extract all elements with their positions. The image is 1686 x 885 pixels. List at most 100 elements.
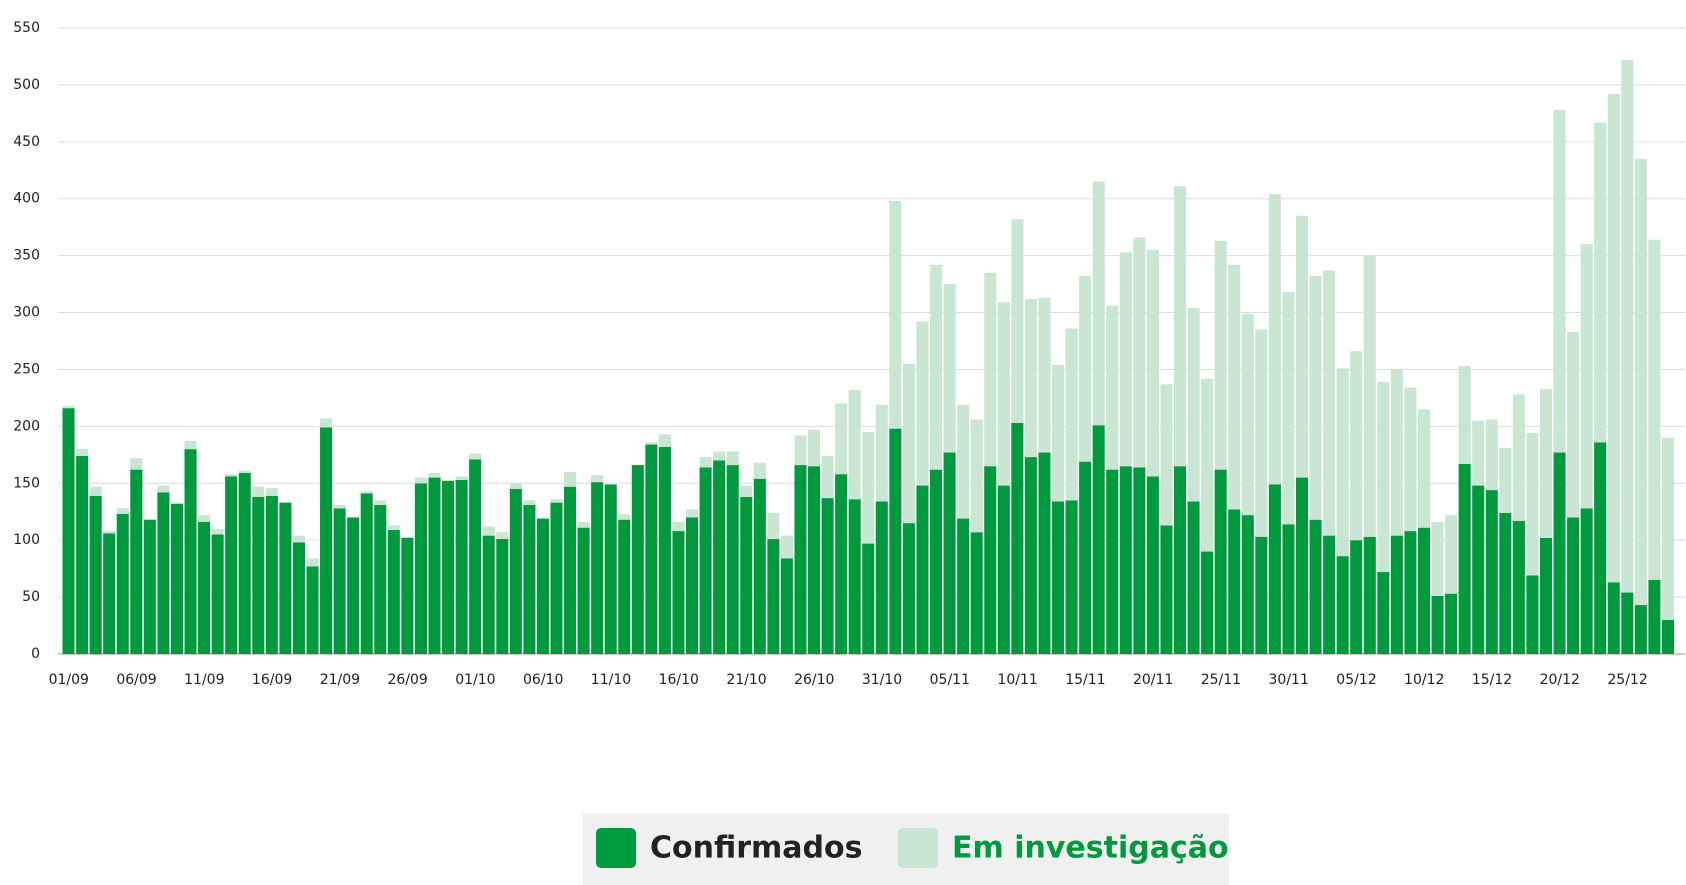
bar-segment (1621, 592, 1634, 654)
bar-segment (76, 455, 89, 654)
bar-segment (211, 528, 224, 535)
x-tick-label: 26/10 (794, 672, 834, 688)
bar-segment (116, 514, 129, 654)
bar-segment (550, 499, 563, 503)
bar-segment (1404, 387, 1417, 532)
bar-segment (143, 519, 156, 654)
bar-segment (957, 518, 970, 654)
bar-segment (1539, 537, 1553, 654)
bar-segment (672, 531, 685, 654)
bar-segment (1092, 425, 1105, 654)
x-tick-label: 15/11 (1065, 672, 1105, 688)
bar-segment (1133, 467, 1146, 654)
bar-segment (550, 502, 563, 654)
bar-segment (157, 485, 170, 493)
bar-segment (347, 517, 360, 654)
bar-segment (509, 488, 522, 654)
bar-segment (658, 434, 671, 447)
bar-segment (238, 470, 251, 474)
bar-segment (1065, 500, 1078, 654)
bar-segment (103, 531, 116, 534)
bar-segment (1133, 237, 1146, 468)
bar-segment (225, 474, 238, 477)
bar-segment (564, 471, 577, 487)
x-tick-label: 06/10 (523, 672, 563, 688)
bar-segment (442, 480, 455, 654)
bar-segment (1268, 484, 1281, 654)
bar-segment (1051, 364, 1065, 502)
bar-segment (1377, 381, 1390, 573)
bar-segment (1526, 575, 1539, 654)
bar-segment (794, 435, 807, 466)
bar-segment (1119, 252, 1132, 467)
bar-segment (1038, 452, 1051, 654)
bar-segment (374, 500, 387, 505)
bar-segment (1567, 517, 1580, 654)
bar-segment (1201, 551, 1214, 654)
bar-segment (835, 474, 848, 654)
bar-segment (320, 427, 333, 654)
bar-segment (1228, 509, 1241, 654)
bar-segment (320, 418, 333, 428)
bar-segment (387, 529, 400, 654)
y-tick-label: 550 (13, 20, 40, 36)
bar-segment (1607, 94, 1620, 583)
bar-segment (1038, 297, 1051, 453)
x-tick-label: 25/12 (1607, 672, 1647, 688)
bar-segment (943, 452, 956, 654)
bar-segment (1187, 307, 1200, 502)
bar-segment (1187, 501, 1200, 654)
bar-segment (686, 517, 699, 654)
bar-segment (374, 504, 387, 654)
bar-segment (1390, 369, 1403, 536)
bar-segment (1661, 437, 1674, 620)
bar-segment (1417, 527, 1431, 654)
bar-segment (103, 533, 116, 654)
bar-segment (1377, 572, 1390, 654)
bar-segment (1051, 501, 1065, 654)
bar-segment (753, 462, 766, 479)
bar-segment (1499, 512, 1512, 654)
bar-segment (509, 483, 522, 489)
bar-segment (1011, 422, 1024, 654)
bar-segment (794, 465, 807, 654)
bar-segment (1458, 463, 1471, 654)
bar-segment (1011, 219, 1024, 423)
bar-segment (604, 484, 617, 654)
bar-segment (1214, 469, 1227, 654)
bar-segment (455, 479, 468, 654)
bar-segment (292, 535, 305, 543)
bar-segment (1485, 419, 1498, 491)
x-tick-label: 05/12 (1336, 672, 1376, 688)
bar-segment (916, 321, 929, 486)
bar-segment (496, 532, 509, 540)
bar-segment (1350, 351, 1363, 541)
bar-segment (170, 502, 183, 504)
bar-segment (740, 485, 753, 497)
bar-segment (1255, 329, 1268, 537)
bar-segment (821, 455, 834, 499)
bar-segment (726, 451, 739, 466)
bar-segment (577, 521, 590, 528)
bar-segment (1567, 331, 1580, 518)
bar-segment (1648, 239, 1661, 581)
y-tick-label: 500 (13, 77, 40, 93)
bar-segment (645, 442, 658, 445)
bar-segment (1472, 485, 1485, 654)
bar-segment (1594, 442, 1607, 654)
bar-segment (1065, 328, 1078, 501)
bar-segment (1214, 240, 1227, 470)
bar-segment (482, 535, 495, 654)
bar-segment (1106, 305, 1119, 470)
bar-segment (902, 363, 915, 524)
bar-segment (970, 419, 983, 533)
bar-segment (780, 558, 793, 654)
bar-segment (1295, 215, 1309, 478)
bar-segment (536, 518, 549, 654)
bar-segment (929, 264, 943, 470)
bar-segment (1553, 109, 1566, 453)
bar-segment (279, 502, 292, 654)
bar-segment (1553, 452, 1566, 654)
bar-segment (1079, 276, 1092, 462)
bar-segment (1634, 605, 1647, 654)
